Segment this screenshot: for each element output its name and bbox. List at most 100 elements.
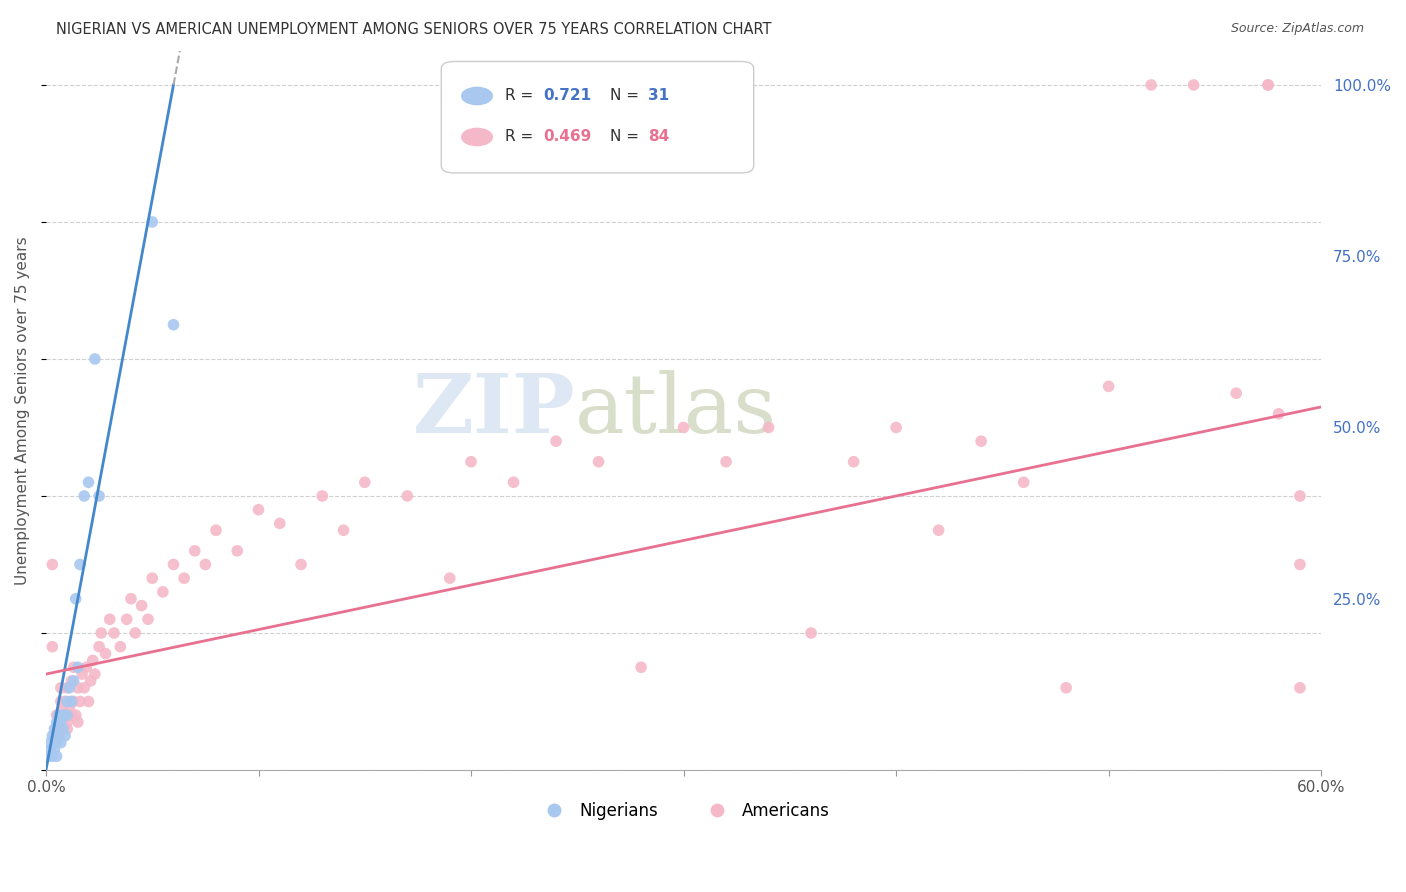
Point xyxy=(842,455,865,469)
Point xyxy=(62,694,84,708)
Point xyxy=(800,626,823,640)
Point xyxy=(1257,78,1279,92)
Text: atlas: atlas xyxy=(575,370,778,450)
Point xyxy=(44,722,66,736)
Point xyxy=(49,681,72,695)
Point xyxy=(56,681,79,695)
Point xyxy=(75,660,97,674)
Point xyxy=(131,599,153,613)
Point xyxy=(332,523,354,537)
Point xyxy=(49,722,72,736)
Point xyxy=(152,585,174,599)
Text: ZIP: ZIP xyxy=(412,370,575,450)
Point xyxy=(439,571,461,585)
Point xyxy=(39,736,62,750)
Text: NIGERIAN VS AMERICAN UNEMPLOYMENT AMONG SENIORS OVER 75 YEARS CORRELATION CHART: NIGERIAN VS AMERICAN UNEMPLOYMENT AMONG … xyxy=(56,22,772,37)
Point xyxy=(141,215,163,229)
Point xyxy=(66,681,89,695)
Point xyxy=(1140,78,1163,92)
Point xyxy=(162,318,184,332)
Point xyxy=(173,571,195,585)
Point xyxy=(353,475,375,490)
Point xyxy=(39,742,62,756)
Point xyxy=(141,571,163,585)
Point xyxy=(41,749,63,764)
Point xyxy=(73,681,96,695)
Point xyxy=(41,729,63,743)
Point xyxy=(56,708,79,723)
Point xyxy=(269,516,291,531)
Point xyxy=(630,660,652,674)
Point xyxy=(58,701,80,715)
Point xyxy=(45,708,67,723)
Point xyxy=(103,626,125,640)
Point xyxy=(1054,681,1077,695)
Point xyxy=(44,742,66,756)
Point xyxy=(79,673,101,688)
Point xyxy=(48,708,70,723)
Text: 0.469: 0.469 xyxy=(543,129,592,145)
Point xyxy=(184,543,207,558)
Legend: Nigerians, Americans: Nigerians, Americans xyxy=(531,795,837,826)
Point xyxy=(65,591,87,606)
Point xyxy=(49,694,72,708)
Point xyxy=(290,558,312,572)
Point xyxy=(66,660,89,674)
Point xyxy=(115,612,138,626)
Point xyxy=(1289,558,1312,572)
Point xyxy=(45,714,67,729)
Point xyxy=(1289,681,1312,695)
Point xyxy=(82,653,104,667)
Point xyxy=(60,694,83,708)
Point xyxy=(41,640,63,654)
Point xyxy=(45,722,67,736)
Circle shape xyxy=(461,87,492,104)
Point xyxy=(56,714,79,729)
FancyBboxPatch shape xyxy=(441,62,754,173)
Point xyxy=(56,694,79,708)
Point xyxy=(52,722,75,736)
Point xyxy=(65,708,87,723)
Point xyxy=(52,708,75,723)
Point xyxy=(247,502,270,516)
Point xyxy=(45,736,67,750)
Point xyxy=(502,475,524,490)
Point xyxy=(37,749,59,764)
Point xyxy=(66,714,89,729)
Point xyxy=(73,489,96,503)
Point xyxy=(77,694,100,708)
Point xyxy=(83,351,105,366)
Point xyxy=(58,681,80,695)
Text: 31: 31 xyxy=(648,88,669,103)
Point xyxy=(94,647,117,661)
Point xyxy=(83,667,105,681)
Point xyxy=(1289,489,1312,503)
Point xyxy=(1012,475,1035,490)
Point xyxy=(194,558,217,572)
Point xyxy=(87,640,110,654)
Point xyxy=(62,673,84,688)
Point xyxy=(90,626,112,640)
Point xyxy=(52,701,75,715)
Point xyxy=(69,694,91,708)
Point xyxy=(1182,78,1205,92)
Point xyxy=(460,455,482,469)
Point xyxy=(758,420,780,434)
Text: Source: ZipAtlas.com: Source: ZipAtlas.com xyxy=(1230,22,1364,36)
Point xyxy=(714,455,737,469)
Point xyxy=(226,543,249,558)
Circle shape xyxy=(461,128,492,145)
Point xyxy=(45,749,67,764)
Point xyxy=(970,434,993,449)
Point xyxy=(205,523,228,537)
Point xyxy=(311,489,333,503)
Point xyxy=(62,660,84,674)
Point xyxy=(162,558,184,572)
Point xyxy=(60,708,83,723)
Point xyxy=(672,420,695,434)
Point xyxy=(69,558,91,572)
Text: N =: N = xyxy=(610,88,644,103)
Point xyxy=(60,673,83,688)
Point xyxy=(48,729,70,743)
Point xyxy=(53,729,76,743)
